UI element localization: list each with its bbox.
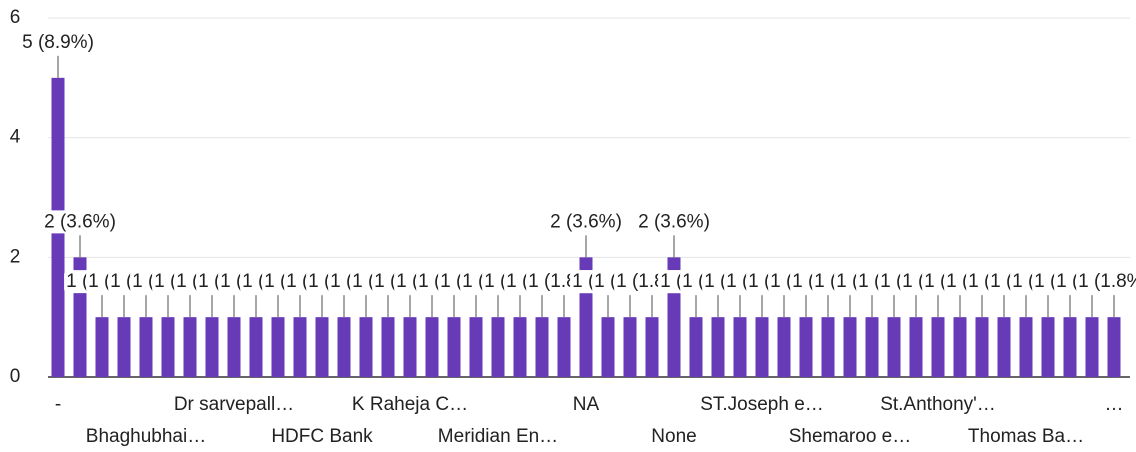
data-label-group: 5 (8.9%) [20,30,96,54]
data-label-group: 2 (3.6%) [548,210,624,234]
bar [535,317,549,377]
bar [975,317,989,377]
bar [997,317,1011,377]
data-label: 2 (3.6%) [44,211,116,232]
bar [909,317,923,377]
data-label: 1 (1.8%) [1078,271,1136,292]
x-tick-label: Thomas Ba… [968,426,1084,447]
bar [931,317,945,377]
data-label-bg [20,30,96,54]
x-tick-label: Bhaghubhai… [86,426,206,447]
bar [1019,317,1033,377]
data-label: 2 (3.6%) [638,211,710,232]
bar [337,317,351,377]
data-label-group: 2 (3.6%) [636,210,712,234]
bar [381,317,395,377]
bar [865,317,879,377]
y-tick-label: 2 [10,246,21,267]
bar [469,317,483,377]
x-tick-label: NA [573,394,600,415]
data-label-bg [636,210,712,234]
bar [601,317,615,377]
x-tick-label: K Raheja C… [352,394,468,415]
bar [183,317,197,377]
bar [645,317,659,377]
bar [953,317,967,377]
bar [689,317,703,377]
bar [491,317,505,377]
x-tick-label: ST.Joseph e… [700,394,824,415]
y-tick-label: 4 [10,127,21,148]
bar [315,317,329,377]
bar [205,317,219,377]
data-label-bg [42,210,118,234]
bar [1085,317,1099,377]
bar [425,317,439,377]
y-tick-label: 0 [10,366,21,387]
bar [755,317,769,377]
bar [513,317,527,377]
bar [711,317,725,377]
bar [843,317,857,377]
data-label: 2 (3.6%) [550,211,622,232]
bar [95,317,109,377]
bar [821,317,835,377]
data-label-group: 1 (1.8%) [1076,270,1136,294]
x-tick-label: … [1105,394,1124,415]
bar [403,317,417,377]
bar [161,317,175,377]
data-label-bg [1076,270,1136,294]
x-tick-label: Meridian En… [438,426,558,447]
bar [293,317,307,377]
bar [227,317,241,377]
bar [271,317,285,377]
bar [799,317,813,377]
bar [557,317,571,377]
data-label-bg [548,210,624,234]
bar [249,317,263,377]
y-tick-label: 6 [10,7,21,28]
bar [359,317,373,377]
x-tick-label: - [55,394,61,415]
bar [1107,317,1121,377]
bar [777,317,791,377]
bar [117,317,131,377]
data-label-group: 2 (3.6%) [42,210,118,234]
bar [887,317,901,377]
x-tick-label: Dr sarvepall… [174,394,294,415]
bar [623,317,637,377]
bar [139,317,153,377]
x-tick-label: None [651,426,696,447]
bar [733,317,747,377]
bar [447,317,461,377]
bar [1041,317,1055,377]
data-label: 5 (8.9%) [22,32,94,53]
bar [1063,317,1077,377]
x-tick-label: HDFC Bank [271,426,373,447]
x-tick-label: St.Anthony'… [880,394,996,415]
x-tick-label: Shemaroo e… [789,426,912,447]
